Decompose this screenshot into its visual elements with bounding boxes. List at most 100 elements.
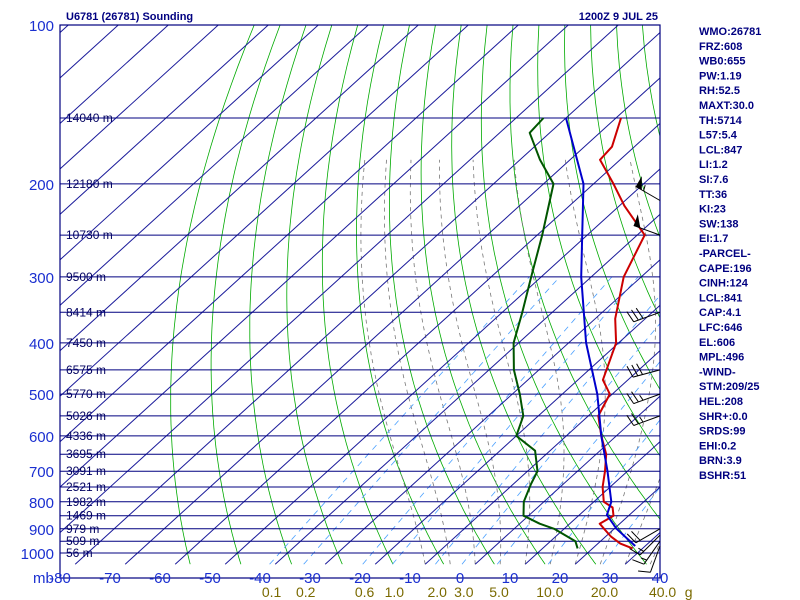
temperature-profile-line: [597, 117, 646, 550]
mixing-ratio-line: [392, 276, 639, 565]
x-tick-label: -30: [299, 570, 321, 587]
height-label: 6575 m: [66, 363, 106, 377]
stat-line: L57:5.4: [699, 130, 738, 142]
x-tick-label: -70: [99, 570, 121, 587]
stat-line: LFC:646: [699, 322, 742, 334]
mixing-ratio-label: 1.0: [385, 584, 405, 600]
frame-border: [59, 24, 661, 579]
stat-line: SW:138: [699, 218, 739, 230]
stat-line: TT:36: [699, 189, 727, 201]
mixing-ratio-label: 0.2: [296, 584, 316, 600]
y-tick-label: 400: [29, 336, 54, 353]
x-tick-label: -60: [149, 570, 171, 587]
stat-line: TH:5714: [699, 115, 743, 127]
dry-adiabat-line: [420, 25, 546, 565]
wind-barb: [626, 307, 661, 323]
dry-adiabat-line: [210, 25, 281, 565]
isotherm-line: [224, 168, 660, 565]
moist-adiabat-line: [409, 159, 476, 565]
stat-line: KI:23: [699, 204, 726, 216]
stat-line: SHR+:0.0: [699, 411, 748, 423]
moist-adiabat-line: [564, 159, 606, 565]
wind-barb: [626, 363, 661, 378]
height-label: 5770 m: [66, 387, 106, 401]
stat-line: MPL:496: [699, 352, 744, 364]
height-label: 8414 m: [66, 305, 106, 319]
valid-time: 1200Z 9 JUL 25: [579, 11, 658, 23]
height-label: 1469 m: [66, 509, 106, 523]
isotherm-line: [274, 213, 660, 565]
y-tick-label: 1000: [21, 546, 54, 563]
x-tick-label: -40: [249, 570, 271, 587]
stat-line: PW:1.19: [699, 70, 742, 82]
height-label: 509 m: [66, 534, 99, 548]
dry-adiabat-line: [564, 25, 660, 391]
stat-line: -PARCEL-: [699, 248, 751, 260]
dewpoint-profile-line: [512, 117, 579, 549]
moist-adiabat-line: [599, 159, 656, 565]
isotherm-line: [524, 440, 660, 565]
wind-barbs: [626, 176, 661, 573]
isotherm-line: [60, 25, 620, 534]
isotherm-line: [60, 25, 320, 261]
isotherm-line: [124, 77, 660, 565]
mixing-ratio-label: 0.6: [355, 584, 375, 600]
mixing-ratio-label: 10.0: [536, 584, 563, 600]
chart-title: U6781 (26781) Sounding: [66, 11, 193, 23]
moist-adiabat-line: [360, 159, 426, 565]
dry-adiabat-line: [762, 0, 800, 564]
x-tick-label: -80: [49, 570, 71, 587]
isotherm-line: [60, 25, 520, 443]
isotherm-line: [324, 259, 660, 565]
stat-line: SI:7.6: [699, 174, 728, 186]
isotherm-line: [60, 25, 570, 488]
isotherm-line: [174, 122, 660, 565]
dry-adiabat-line: [509, 25, 660, 520]
height-label: 3091 m: [66, 464, 106, 478]
stats-panel: WMO:26781 FRZ:608 WB0:655 PW:1.19 RH:52.5 MAX…: [699, 26, 761, 482]
dry-adiabat-line: [616, 25, 660, 239]
dry-adiabat-line: [249, 25, 307, 565]
height-label: 14040 m: [66, 111, 113, 125]
x-tick-label: 20: [552, 570, 569, 587]
height-label: 2521 m: [66, 480, 106, 494]
y-tick-label: 300: [29, 270, 54, 287]
stat-line: STM:209/25: [699, 381, 760, 393]
stat-line: CAP:4.1: [699, 307, 741, 319]
x-tick-label: -10: [399, 570, 421, 587]
y-tick-label: 800: [29, 495, 54, 512]
height-label: 1982 m: [66, 495, 106, 509]
dry-adiabat-line: [451, 25, 597, 565]
mixing-ratio-label: 20.0: [591, 584, 618, 600]
height-label: 3695 m: [66, 447, 106, 461]
x-tick-label: 40: [652, 570, 669, 587]
stat-line: LCL:841: [699, 292, 742, 304]
parcel-profile-line: [565, 117, 636, 547]
wind-barb: [626, 528, 661, 544]
height-label: 4336 m: [66, 429, 106, 443]
stat-line: LCL:847: [699, 144, 742, 156]
y-tick-label: 200: [29, 177, 54, 194]
y-tick-label: 700: [29, 464, 54, 481]
moist-adiabat-line: [472, 159, 531, 565]
mixing-ratio-label: 3.0: [454, 584, 474, 600]
x-tick-label: 0: [456, 570, 464, 587]
isotherm-line: [474, 395, 660, 565]
pressure-unit-label: mb: [33, 570, 54, 587]
height-label: 10730 m: [66, 228, 113, 242]
stat-line: MAXT:30.0: [699, 100, 754, 112]
mixing-ratio-line: [362, 276, 613, 565]
stat-line: -WIND-: [699, 366, 736, 378]
wind-barb: [629, 534, 661, 556]
wind-barb: [626, 391, 661, 405]
sounding-curves: [512, 117, 646, 550]
mixing-ratio-label: 2.0: [427, 584, 447, 600]
dry-adiabat-line: [786, 0, 800, 564]
isotherm-line: [424, 350, 660, 565]
wind-barb: [635, 176, 661, 201]
mixing-ratio-line: [435, 294, 660, 565]
mixing-ratio-line: [496, 361, 660, 565]
x-tick-label: 10: [502, 570, 519, 587]
